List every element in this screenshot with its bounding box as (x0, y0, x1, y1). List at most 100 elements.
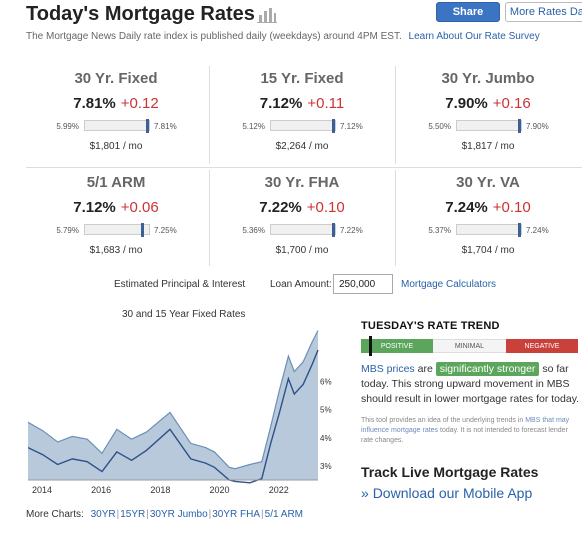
rate-value: 7.24% (445, 199, 488, 216)
more-chart-link[interactable]: 30YR (90, 509, 116, 520)
rate-range: 5.50% 7.90% (398, 119, 578, 133)
rate-value: 7.81% (73, 95, 116, 112)
rate-value-row: 7.12% +0.06 (26, 199, 206, 216)
rate-change: +0.12 (120, 95, 159, 112)
x-tick-label: 2020 (210, 485, 230, 495)
bar-chart-icon[interactable] (256, 6, 278, 24)
mbs-prices-link[interactable]: MBS prices (361, 363, 415, 375)
monthly-payment: $1,817 / mo (461, 141, 515, 152)
trend-note-post: today. It is not intended to forecast le… (361, 427, 568, 444)
rate-name: 5/1 ARM (86, 174, 146, 191)
range-bar (84, 223, 150, 237)
page-title: Today's Mortgage Rates (26, 3, 255, 25)
rate-trend-heading: TUESDAY'S RATE TREND (361, 320, 500, 332)
more-rates-data-dropdown[interactable]: More Rates Data ▾ (505, 2, 582, 22)
range-low: 5.12% (242, 122, 265, 131)
share-button[interactable]: Share (436, 2, 500, 22)
range-bar (270, 119, 336, 133)
more-chart-link[interactable]: 15YR (120, 509, 146, 520)
range-bar (456, 223, 522, 237)
monthly-payment: $1,704 / mo (461, 245, 515, 256)
range-high: 7.12% (340, 122, 363, 131)
range-marker (332, 119, 335, 133)
gauge-needle (369, 336, 372, 356)
more-rates-data-label: More Rates Data (509, 6, 582, 18)
trend-text-are: are (417, 363, 433, 375)
divider (209, 170, 210, 266)
loan-amount-input[interactable] (333, 274, 393, 294)
mbs-influence-link[interactable]: MBS that may influence mortgage rates (361, 417, 570, 434)
range-high: 7.90% (526, 122, 549, 131)
monthly-payment: $1,683 / mo (89, 245, 143, 256)
rate-change: +0.10 (306, 199, 345, 216)
rate-card: 30 Yr. Fixed 7.81% +0.12 5.99% 7.81% $1,801 /… (26, 66, 206, 164)
rate-name: 30 Yr. Fixed (74, 70, 158, 87)
loan-row: Estimated Principal & Interest Loan Amou… (0, 274, 582, 296)
monthly-payment: $2,264 / mo (275, 141, 329, 152)
range-marker (518, 223, 521, 237)
gauge-minimal: MINIMAL (433, 339, 506, 353)
rate-range: 5.12% 7.12% (212, 119, 392, 133)
rate-name: 30 Yr. VA (456, 174, 520, 191)
y-tick-label: 4% (320, 434, 332, 443)
range-low: 5.50% (428, 122, 451, 131)
download-app-label: Download our Mobile App (372, 485, 533, 501)
rate-card: 30 Yr. FHA 7.22% +0.10 5.36% 7.22% $1,700 / m… (212, 170, 392, 268)
more-chart-link[interactable]: 30YR FHA (212, 509, 261, 520)
rate-value-row: 7.12% +0.11 (212, 95, 392, 112)
series-line-15yr (28, 349, 319, 484)
download-app-link[interactable]: » Download our Mobile App (361, 485, 532, 501)
page-header: Today's Mortgage Rates Share More Rates … (26, 2, 582, 30)
divider (209, 66, 210, 164)
chart-title: 30 and 15 Year Fixed Rates (122, 309, 246, 320)
rate-change: +0.10 (492, 199, 531, 216)
rate-trend-gauge: POSITIVE MINIMAL NEGATIVE (361, 336, 578, 356)
range-marker (146, 119, 149, 133)
rate-value: 7.12% (259, 95, 303, 112)
range-high: 7.25% (154, 226, 177, 235)
range-high: 7.22% (340, 226, 363, 235)
rate-range: 5.79% 7.25% (26, 223, 206, 237)
range-high: 7.24% (526, 226, 549, 235)
range-marker (518, 119, 521, 133)
rate-value-row: 7.81% +0.12 (26, 95, 206, 112)
rate-name: 30 Yr. Jumbo (441, 70, 535, 87)
range-marker (332, 223, 335, 237)
x-tick-label: 2014 (32, 485, 52, 495)
subtitle-text: The Mortgage News Daily rate index is pu… (26, 31, 402, 42)
gauge-positive: POSITIVE (361, 339, 433, 353)
rate-change: +0.16 (492, 95, 531, 112)
trend-text-rest: so far today. This strong upward movemen… (361, 363, 580, 405)
rate-value-row: 7.22% +0.10 (212, 199, 392, 216)
range-low: 5.37% (428, 226, 451, 235)
more-chart-link[interactable]: 5/1 ARM (264, 509, 304, 520)
link-separator: | (261, 509, 264, 520)
track-live-rates-heading: Track Live Mortgage Rates (361, 464, 539, 480)
divider (395, 170, 396, 266)
range-bar (270, 223, 336, 237)
rate-value: 7.12% (73, 199, 116, 216)
x-tick-label: 2022 (269, 485, 289, 495)
range-bar (456, 119, 522, 133)
trend-note: This tool provides an idea of the underl… (361, 416, 581, 446)
rate-change: +0.06 (120, 199, 159, 216)
range-low: 5.79% (56, 226, 79, 235)
rate-survey-link[interactable]: Learn About Our Rate Survey (408, 31, 540, 42)
more-chart-link[interactable]: 30YR Jumbo (149, 509, 208, 520)
download-prefix: » (361, 485, 369, 501)
rate-value: 7.22% (259, 199, 302, 216)
rate-value-row: 7.24% +0.10 (398, 199, 578, 216)
series-area-30yr (28, 330, 318, 480)
divider (395, 66, 396, 164)
x-tick-label: 2016 (91, 485, 111, 495)
trend-badge: significantly stronger (435, 362, 540, 376)
trend-text: MBS prices are significantly stronger so… (361, 362, 581, 407)
mortgage-calculators-link[interactable]: Mortgage Calculators (401, 279, 497, 290)
rates-chart[interactable]: 2014 2016 2018 2020 2022 3% 4% 5% 6% (28, 320, 340, 520)
gauge-negative: NEGATIVE (506, 339, 578, 353)
more-charts-links: 30YR|15YR|30YR Jumbo|30YR FHA|5/1 ARM (87, 509, 303, 520)
x-tick-label: 2018 (150, 485, 170, 495)
rate-value-row: 7.90% +0.16 (398, 95, 578, 112)
rate-card: 30 Yr. VA 7.24% +0.10 5.37% 7.24% $1,704 / mo (398, 170, 578, 268)
rate-card: 30 Yr. Jumbo 7.90% +0.16 5.50% 7.90% $1,817 /… (398, 66, 578, 164)
